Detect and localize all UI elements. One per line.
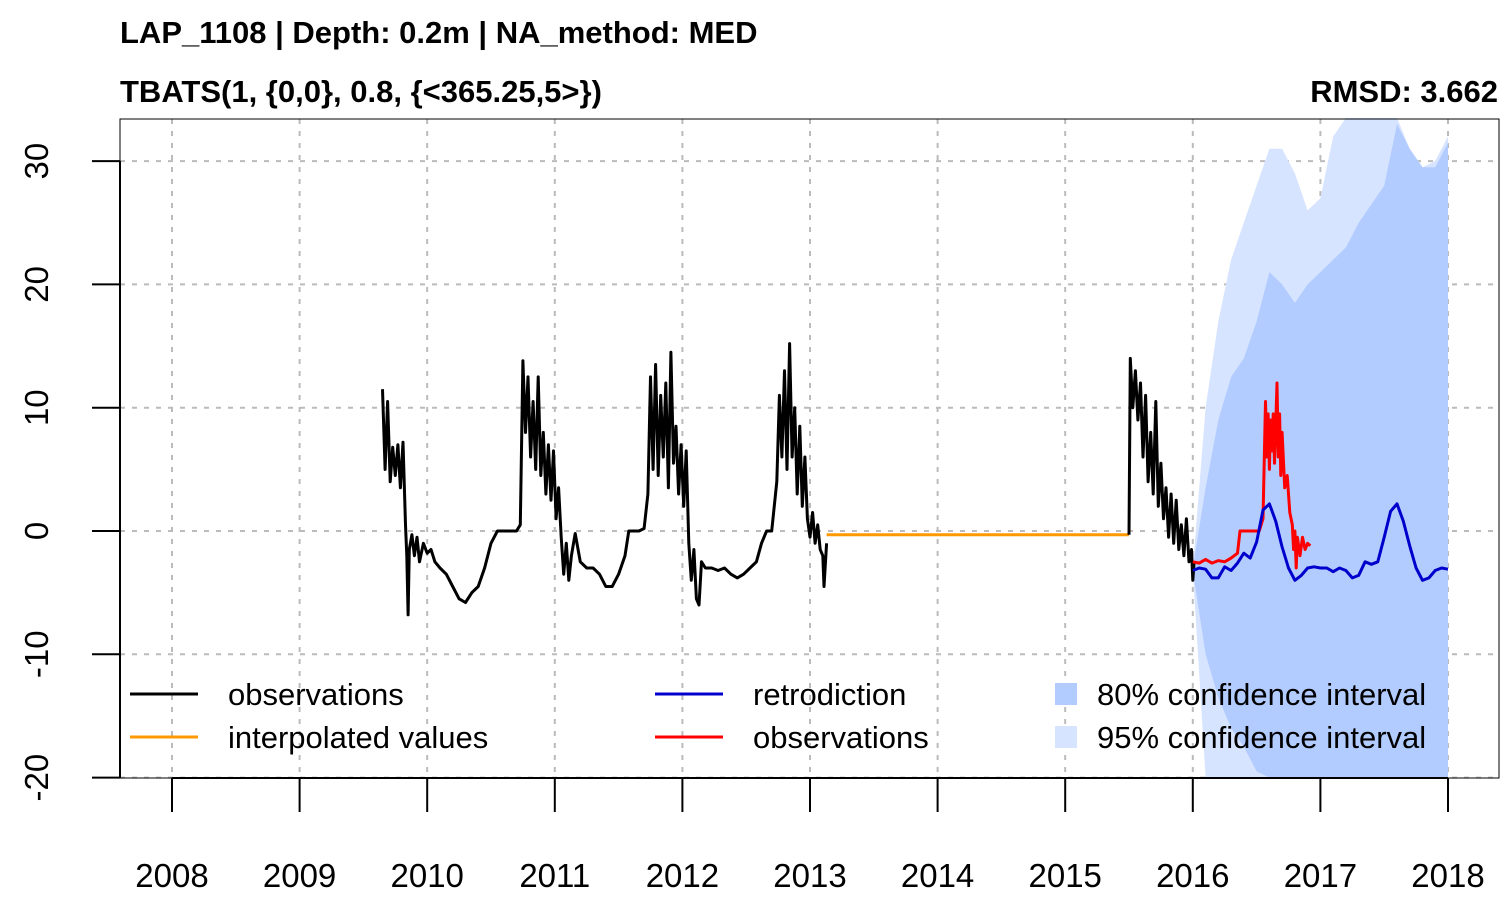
x-tick-label: 2008 (135, 857, 208, 894)
x-tick-label: 2011 (519, 857, 590, 894)
legend-label: 95% confidence interval (1097, 720, 1426, 755)
rmsd-label: RMSD: 3.662 (1310, 74, 1498, 109)
x-tick-label: 2012 (646, 857, 719, 894)
chart-subtitle: TBATS(1, {0,0}, 0.8, {<365.25,5>}) (120, 74, 602, 109)
y-tick-label: -10 (18, 630, 55, 678)
confidence-band (1192, 124, 1448, 778)
data-lines (381, 342, 1449, 617)
legend-label: 80% confidence interval (1097, 677, 1426, 712)
series-line (1127, 356, 1196, 582)
x-tick-label: 2014 (901, 857, 974, 894)
legend: observations interpolated values retrodict… (130, 677, 1426, 755)
series-line (1192, 502, 1449, 582)
x-tick-label: 2017 (1284, 857, 1357, 894)
chart-title: LAP_1108 | Depth: 0.2m | NA_method: MED (120, 15, 757, 50)
legend-swatch (1055, 683, 1077, 705)
legend-label: observations (753, 720, 929, 755)
y-tick-label: 10 (18, 389, 55, 426)
y-tick-label: 0 (18, 522, 55, 540)
y-tick-label: 20 (18, 266, 55, 303)
series-line (381, 342, 829, 617)
x-tick-label: 2009 (263, 857, 336, 894)
series-line (1192, 381, 1312, 570)
x-tick-label: 2015 (1028, 857, 1101, 894)
confidence-bands (1192, 117, 1448, 778)
legend-label: retrodiction (753, 677, 906, 712)
legend-swatch (1055, 726, 1077, 748)
axes: 2008 2009 2010 2011 2012 2013 2014 2015 2016 2017… (18, 143, 1485, 894)
x-tick-label: 2018 (1411, 857, 1484, 894)
x-tick-label: 2010 (390, 857, 463, 894)
legend-label: observations (228, 677, 404, 712)
legend-label: interpolated values (228, 720, 488, 755)
y-tick-label: 30 (18, 143, 55, 180)
y-tick-label: -20 (18, 754, 55, 802)
x-tick-label: 2016 (1156, 857, 1229, 894)
x-tick-label: 2013 (773, 857, 846, 894)
